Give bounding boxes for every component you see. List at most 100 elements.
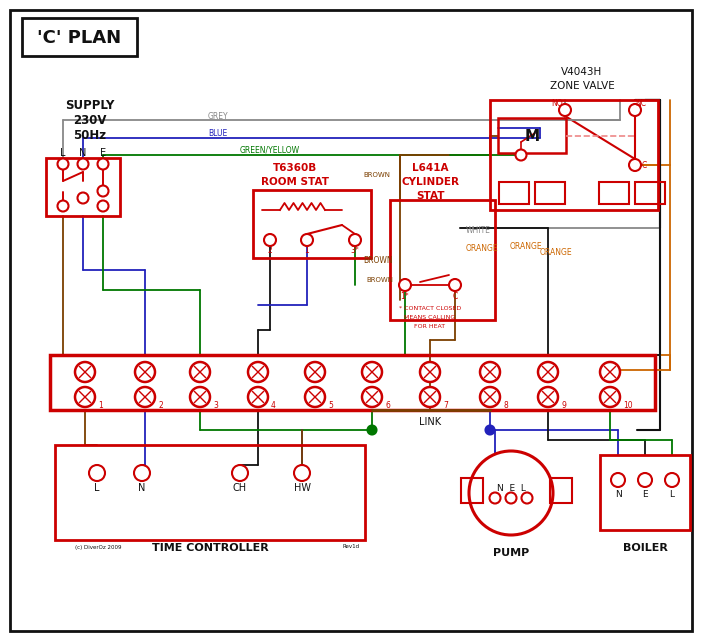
Text: ORANGE: ORANGE bbox=[466, 244, 498, 253]
Circle shape bbox=[264, 234, 276, 246]
Text: 10: 10 bbox=[623, 401, 633, 410]
Text: C: C bbox=[452, 292, 458, 301]
Circle shape bbox=[600, 387, 620, 407]
Text: SUPPLY: SUPPLY bbox=[65, 99, 114, 112]
Text: 5: 5 bbox=[328, 401, 333, 410]
Text: (c) DiverOz 2009: (c) DiverOz 2009 bbox=[75, 544, 121, 549]
Circle shape bbox=[600, 362, 620, 382]
Text: PUMP: PUMP bbox=[493, 548, 529, 558]
Circle shape bbox=[638, 473, 652, 487]
Circle shape bbox=[190, 387, 210, 407]
Text: 6: 6 bbox=[385, 401, 390, 410]
Text: ROOM STAT: ROOM STAT bbox=[261, 177, 329, 187]
Circle shape bbox=[629, 159, 641, 171]
Text: 1*: 1* bbox=[401, 292, 409, 301]
Circle shape bbox=[305, 387, 325, 407]
Text: BROWN: BROWN bbox=[363, 172, 390, 178]
Circle shape bbox=[75, 362, 95, 382]
Circle shape bbox=[559, 104, 571, 116]
Text: BROWN: BROWN bbox=[366, 277, 393, 283]
Text: GREY: GREY bbox=[208, 112, 229, 121]
Text: BLUE: BLUE bbox=[208, 128, 227, 138]
Bar bbox=[46, 158, 120, 216]
Circle shape bbox=[489, 492, 501, 503]
Circle shape bbox=[135, 387, 155, 407]
Text: E: E bbox=[642, 490, 648, 499]
Text: N  E  L: N E L bbox=[496, 483, 525, 492]
Text: NC: NC bbox=[635, 99, 647, 108]
Circle shape bbox=[629, 104, 641, 116]
Text: M: M bbox=[524, 128, 540, 144]
Text: T6360B: T6360B bbox=[273, 163, 317, 173]
Text: HW: HW bbox=[293, 483, 310, 493]
Bar bbox=[461, 478, 483, 503]
Circle shape bbox=[515, 149, 526, 160]
Text: 1: 1 bbox=[305, 246, 310, 254]
Bar bbox=[390, 200, 495, 320]
Text: BOILER: BOILER bbox=[623, 543, 668, 553]
Text: LINK: LINK bbox=[419, 417, 441, 427]
Text: E: E bbox=[100, 148, 106, 158]
Circle shape bbox=[58, 201, 69, 212]
Bar bbox=[550, 478, 572, 503]
Bar bbox=[55, 445, 365, 540]
Circle shape bbox=[486, 426, 494, 435]
Text: NO: NO bbox=[551, 99, 563, 108]
Circle shape bbox=[469, 451, 553, 535]
Text: CH: CH bbox=[233, 483, 247, 493]
Circle shape bbox=[480, 387, 500, 407]
Text: C: C bbox=[642, 160, 647, 169]
Text: GREEN/YELLOW: GREEN/YELLOW bbox=[240, 146, 300, 154]
Circle shape bbox=[665, 473, 679, 487]
Circle shape bbox=[362, 362, 382, 382]
Text: L: L bbox=[60, 148, 66, 158]
Text: WHITE: WHITE bbox=[466, 226, 491, 235]
Text: 3*: 3* bbox=[350, 246, 359, 254]
Bar bbox=[499, 182, 529, 204]
Circle shape bbox=[420, 362, 440, 382]
Circle shape bbox=[232, 465, 248, 481]
Bar bbox=[490, 100, 658, 210]
Text: ORANGE: ORANGE bbox=[510, 242, 543, 251]
Text: N: N bbox=[615, 490, 621, 499]
Text: N: N bbox=[79, 148, 86, 158]
Text: Rev1d: Rev1d bbox=[343, 544, 360, 549]
Circle shape bbox=[538, 362, 558, 382]
Circle shape bbox=[522, 492, 533, 503]
Circle shape bbox=[98, 201, 109, 212]
Text: 230V: 230V bbox=[73, 113, 107, 126]
Bar bbox=[50, 355, 655, 410]
Circle shape bbox=[305, 362, 325, 382]
Text: L: L bbox=[670, 490, 675, 499]
Circle shape bbox=[362, 387, 382, 407]
Circle shape bbox=[480, 362, 500, 382]
Bar bbox=[498, 118, 566, 153]
Circle shape bbox=[538, 387, 558, 407]
Text: * CONTACT CLOSED: * CONTACT CLOSED bbox=[399, 306, 461, 310]
Circle shape bbox=[449, 279, 461, 291]
Text: 'C' PLAN: 'C' PLAN bbox=[37, 29, 121, 47]
Circle shape bbox=[248, 362, 268, 382]
Text: ORANGE: ORANGE bbox=[540, 247, 573, 256]
Text: BROWN: BROWN bbox=[364, 256, 393, 265]
Text: 2: 2 bbox=[158, 401, 163, 410]
Text: 1: 1 bbox=[98, 401, 102, 410]
Text: MEANS CALLING: MEANS CALLING bbox=[404, 315, 456, 319]
Text: 2: 2 bbox=[267, 246, 272, 254]
Circle shape bbox=[135, 362, 155, 382]
Circle shape bbox=[248, 387, 268, 407]
Text: N: N bbox=[138, 483, 146, 493]
Circle shape bbox=[75, 387, 95, 407]
Bar bbox=[535, 182, 565, 204]
Circle shape bbox=[301, 234, 313, 246]
Circle shape bbox=[294, 465, 310, 481]
Circle shape bbox=[77, 192, 88, 203]
Text: STAT: STAT bbox=[416, 191, 444, 201]
Circle shape bbox=[399, 279, 411, 291]
Circle shape bbox=[420, 387, 440, 407]
Circle shape bbox=[58, 158, 69, 169]
Text: 4: 4 bbox=[271, 401, 276, 410]
Text: 7: 7 bbox=[443, 401, 448, 410]
Circle shape bbox=[89, 465, 105, 481]
Text: 50Hz: 50Hz bbox=[74, 128, 107, 142]
